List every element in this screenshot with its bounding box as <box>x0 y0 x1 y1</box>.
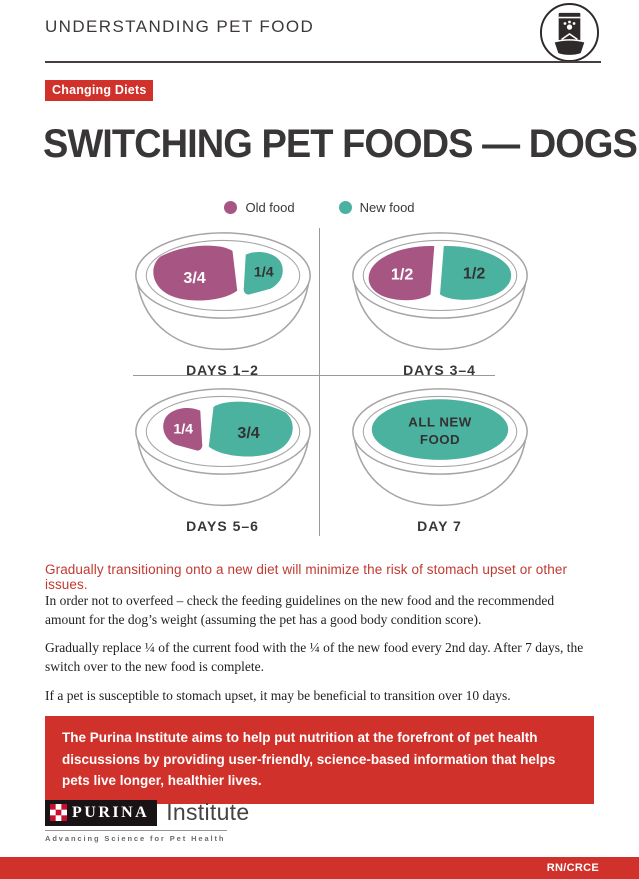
purina-institute-logo: PURINA Institute Advancing Science for P… <box>45 799 249 843</box>
old-portion-label: 1/2 <box>390 265 412 283</box>
purina-institute-callout: The Purina Institute aims to help put nu… <box>45 716 594 804</box>
bowl-caption-days-5-6: DAYS 5–6 <box>186 518 259 534</box>
new-food-dot-icon <box>338 201 352 214</box>
header-divider <box>45 61 601 63</box>
paragraph-replace: Gradually replace ¼ of the current food … <box>45 640 584 675</box>
bowl-caption-days-1-2: DAYS 1–2 <box>186 362 259 378</box>
bowl-cell-day-7: ALL NEW FOOD DAY 7 <box>342 386 537 534</box>
bowl-graphic-days-5-6: 1/4 3/4 <box>134 388 311 507</box>
purina-checkerboard-icon <box>50 804 67 821</box>
bowl-graphic-day-7: ALL NEW FOOD <box>351 388 528 507</box>
footer-bar: RN/CRCE <box>0 857 639 879</box>
new-food-blob <box>371 399 508 460</box>
paragraph-susceptible: If a pet is susceptible to stomach upset… <box>45 687 511 703</box>
legend-item-old-food: Old food <box>224 200 295 215</box>
footer-code: RN/CRCE <box>546 862 599 874</box>
horizontal-divider <box>133 375 495 376</box>
bowl-graphic-days-1-2: 3/4 1/4 <box>134 232 311 351</box>
purina-wordmark: PURINA <box>45 799 158 826</box>
old-food-dot-icon <box>224 201 238 214</box>
new-food-blob <box>439 246 511 300</box>
bowl-cell-days-1-2: 3/4 1/4 DAYS 1–2 <box>125 230 320 378</box>
institute-text: Institute <box>166 799 250 825</box>
page-title: SWITCHING PET FOODS — DOGS <box>43 122 638 166</box>
paragraph-overfeed: In order not to overfeed – check the fee… <box>45 593 555 628</box>
new-portion-label-line1: ALL NEW <box>408 415 471 430</box>
vertical-divider <box>319 228 320 536</box>
body-copy: In order not to overfeed – check the fee… <box>45 591 585 714</box>
bowl-caption-day-7: DAY 7 <box>417 518 462 534</box>
page-header-title: UNDERSTANDING PET FOOD <box>45 17 315 36</box>
pet-food-bag-and-bowl-icon <box>539 2 600 63</box>
logo-tagline: Advancing Science for Pet Health <box>45 830 227 843</box>
old-portion-label: 3/4 <box>183 269 205 287</box>
bowl-cell-days-3-4: 1/2 1/2 DAYS 3–4 <box>342 230 537 378</box>
logo-row: PURINA Institute <box>45 799 249 826</box>
old-food-blob <box>368 246 434 301</box>
new-portion-label: 3/4 <box>237 424 259 442</box>
new-food-blob <box>243 251 283 295</box>
transition-diagram: 3/4 1/4 DAYS 1–2 1/2 1/2 DAYS 3–4 <box>0 228 639 538</box>
legend-label-new-food: New food <box>359 200 415 215</box>
new-food-blob <box>208 401 293 457</box>
new-portion-label-line2: FOOD <box>419 432 459 447</box>
bowl-caption-days-3-4: DAYS 3–4 <box>403 362 476 378</box>
section-badge: Changing Diets <box>45 80 154 101</box>
new-portion-label: 1/2 <box>462 264 484 282</box>
bowl-cell-days-5-6: 1/4 3/4 DAYS 5–6 <box>125 386 320 534</box>
legend-item-new-food: New food <box>338 200 415 215</box>
old-food-blob <box>152 245 237 301</box>
highlight-sentence: Gradually transitioning onto a new diet … <box>45 562 568 592</box>
legend-label-old-food: Old food <box>245 200 295 215</box>
old-food-blob <box>162 407 202 451</box>
legend: Old food New food <box>0 200 639 215</box>
bowl-graphic-days-3-4: 1/2 1/2 <box>351 232 528 351</box>
purina-brand-text: PURINA <box>72 803 150 821</box>
old-portion-label: 1/4 <box>173 421 193 437</box>
new-portion-label: 1/4 <box>253 264 273 280</box>
